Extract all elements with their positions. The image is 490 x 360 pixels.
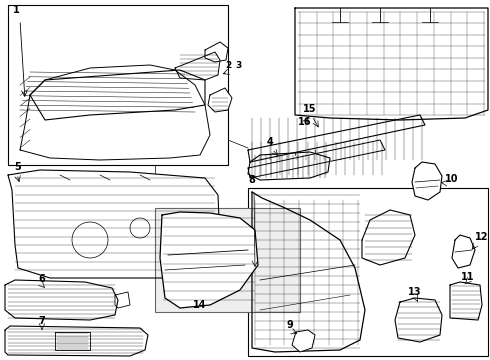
- Polygon shape: [412, 162, 442, 200]
- Text: 3: 3: [235, 61, 241, 70]
- Text: 10: 10: [445, 174, 459, 184]
- Bar: [155, 208, 300, 312]
- Polygon shape: [252, 192, 365, 352]
- Text: 9: 9: [287, 320, 294, 330]
- Polygon shape: [248, 115, 425, 162]
- Text: 2: 2: [225, 61, 231, 70]
- Text: 15: 15: [303, 104, 317, 114]
- Text: 14: 14: [193, 300, 207, 310]
- Polygon shape: [20, 65, 210, 160]
- Polygon shape: [160, 212, 258, 308]
- Text: 1: 1: [13, 5, 20, 15]
- Bar: [8, 5, 228, 165]
- Polygon shape: [208, 88, 232, 112]
- Polygon shape: [8, 170, 220, 278]
- Text: 13: 13: [408, 287, 422, 297]
- Polygon shape: [292, 330, 315, 352]
- Text: 12: 12: [475, 232, 489, 242]
- Text: 11: 11: [461, 272, 475, 282]
- Polygon shape: [5, 326, 148, 356]
- Text: 7: 7: [39, 316, 46, 326]
- Polygon shape: [248, 152, 330, 180]
- Polygon shape: [175, 52, 220, 80]
- Text: 4: 4: [267, 137, 273, 147]
- Polygon shape: [450, 282, 482, 320]
- Polygon shape: [55, 332, 90, 350]
- Polygon shape: [205, 42, 228, 62]
- Text: 6: 6: [39, 274, 46, 284]
- Polygon shape: [248, 140, 385, 178]
- Bar: [248, 188, 488, 356]
- Polygon shape: [362, 210, 415, 265]
- Polygon shape: [5, 280, 118, 320]
- Polygon shape: [30, 70, 205, 120]
- Polygon shape: [115, 292, 130, 308]
- Polygon shape: [395, 298, 442, 342]
- Polygon shape: [295, 8, 488, 120]
- Text: 16: 16: [298, 117, 312, 127]
- Polygon shape: [452, 235, 475, 268]
- Text: 5: 5: [14, 162, 21, 172]
- Text: 8: 8: [248, 175, 255, 185]
